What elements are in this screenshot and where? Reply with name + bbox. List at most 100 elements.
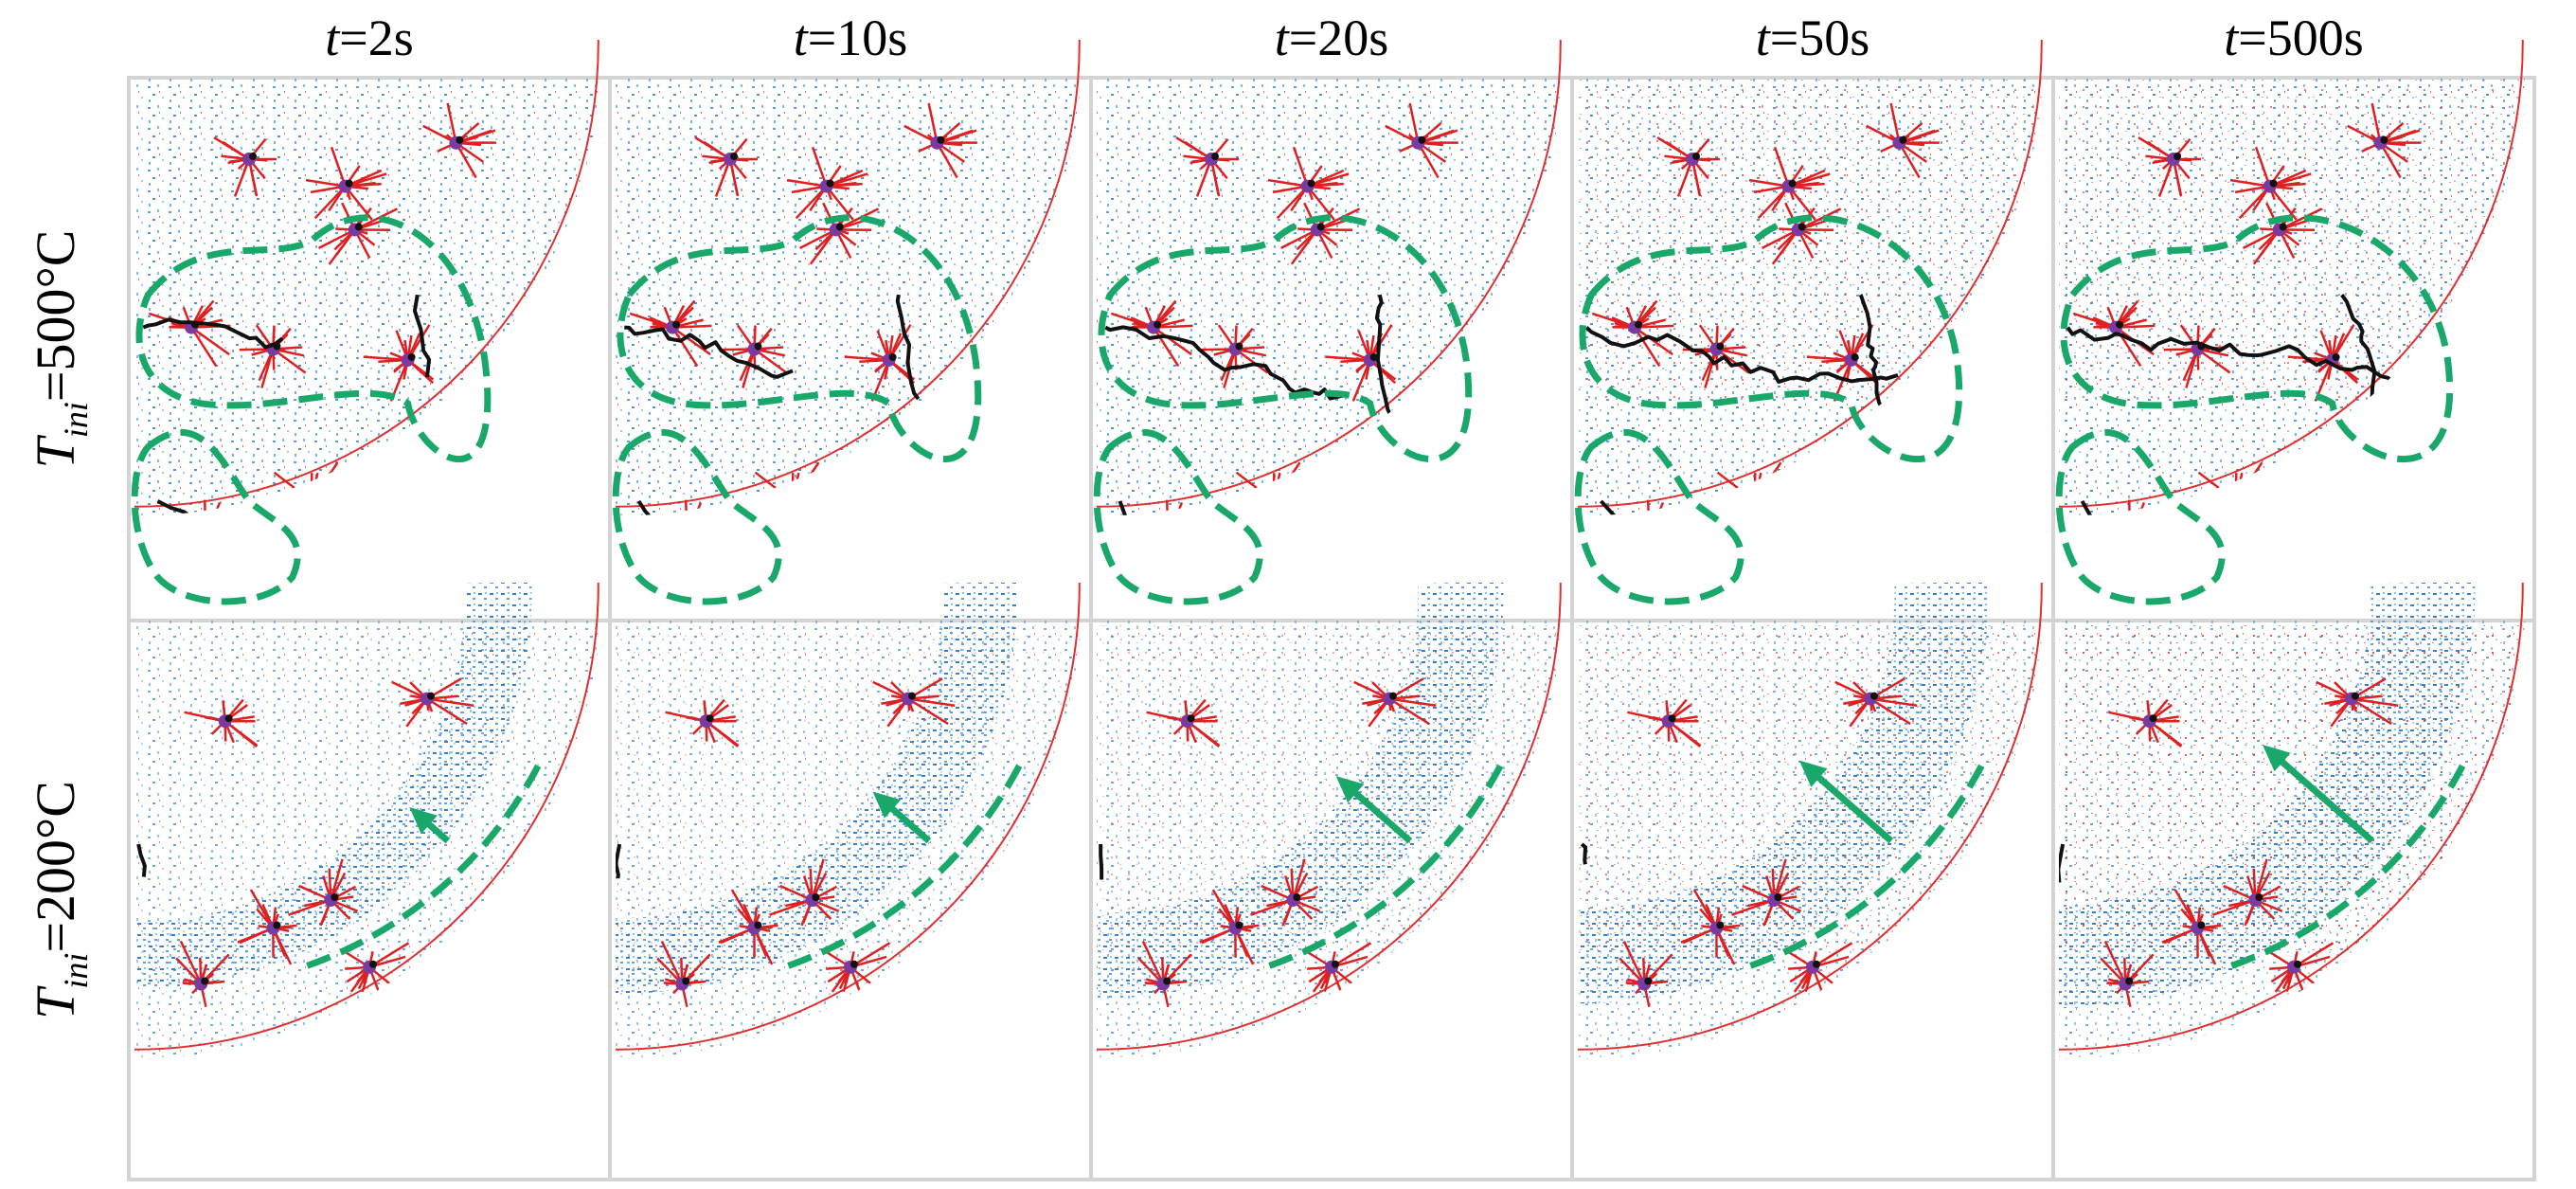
simulation-image — [134, 583, 601, 1059]
red-streak — [2238, 185, 2271, 220]
crack — [136, 843, 147, 877]
red-streak — [1408, 102, 1420, 144]
red-streak — [1898, 142, 1921, 179]
column-header: t=10s — [794, 9, 907, 66]
red-streak — [2379, 142, 2402, 179]
panel — [2051, 40, 2536, 622]
red-streak — [446, 102, 457, 144]
red-streak — [1757, 185, 1790, 220]
red-streak — [1773, 146, 1790, 188]
black-core — [2149, 714, 2157, 723]
simulation-image — [1097, 583, 1564, 1059]
red-streak — [288, 898, 331, 916]
highlight-loop — [131, 428, 301, 605]
row-value: =500°C — [25, 230, 86, 403]
black-core — [224, 714, 233, 723]
red-streak — [1250, 898, 1294, 916]
arrow-head — [2263, 745, 2291, 772]
red-streak — [1292, 858, 1306, 901]
red-streak — [1306, 185, 1335, 221]
black-core — [354, 223, 363, 231]
red-streak — [1787, 185, 1816, 221]
red-streak — [1388, 697, 1437, 708]
red-streak — [233, 158, 251, 197]
black-core — [1899, 135, 1907, 144]
crack — [2059, 843, 2066, 883]
red-streak — [671, 326, 711, 356]
black-core — [2380, 135, 2388, 144]
rim — [616, 583, 1081, 1051]
red-streak — [1211, 889, 1237, 929]
simulation-image — [1578, 583, 2045, 1059]
black-core — [754, 342, 762, 351]
highlight-loop — [1574, 428, 1744, 605]
black-core — [2197, 921, 2206, 929]
red-streak — [249, 889, 275, 929]
red-streak — [799, 228, 837, 249]
highlight-loop — [617, 214, 982, 463]
black-core — [1716, 342, 1725, 351]
red-streak — [1325, 355, 1370, 362]
red-streak — [318, 228, 356, 249]
red-streak — [1234, 348, 1269, 374]
black-core — [2269, 179, 2278, 188]
panel — [1570, 40, 2055, 622]
black-core — [1154, 320, 1162, 329]
column-header: t=500s — [2224, 9, 2363, 66]
crack — [1584, 326, 1899, 385]
red-streak — [1762, 228, 1799, 249]
red-streak — [907, 697, 956, 708]
highlight-loop — [1579, 214, 1962, 463]
black-core — [1187, 714, 1195, 723]
crack — [412, 294, 432, 378]
panel — [2051, 583, 2536, 1181]
arrow-head — [409, 807, 438, 835]
red-streak — [1186, 720, 1221, 748]
black-core — [730, 152, 738, 160]
red-streak — [330, 146, 347, 188]
highlight-loop — [612, 428, 782, 605]
red-streak — [844, 355, 889, 362]
column-headers: t=2s t=10s t=20s t=50s t=500s — [325, 9, 2363, 66]
black-core — [369, 960, 377, 968]
black-core — [835, 223, 844, 231]
red-streak — [272, 927, 293, 965]
red-streak — [179, 940, 203, 985]
black-core — [331, 893, 339, 901]
black-core — [2332, 352, 2340, 361]
red-streak — [1715, 927, 1736, 965]
red-streak — [1676, 158, 1694, 197]
black-core — [1692, 152, 1700, 160]
red-streak — [811, 858, 825, 901]
red-streak — [2196, 927, 2217, 965]
crack — [1099, 843, 1104, 880]
black-core — [201, 977, 209, 985]
red-streak — [1141, 940, 1165, 985]
black-core — [2351, 692, 2359, 700]
crack — [616, 843, 622, 879]
highlight-loop — [1093, 428, 1263, 605]
header-value: =10s — [808, 9, 907, 66]
row-subscript: ini — [57, 953, 95, 989]
red-streak — [455, 142, 477, 179]
red-streak — [1152, 326, 1180, 368]
red-streak — [1731, 898, 1775, 916]
crack — [156, 499, 225, 516]
red-streak — [1292, 146, 1309, 188]
red-streak — [753, 348, 788, 374]
black-core — [1635, 320, 1643, 329]
red-streak — [2103, 940, 2127, 985]
red-streak — [705, 720, 740, 748]
black-core — [1798, 223, 1806, 231]
highlight-loop — [2060, 214, 2453, 463]
header-value: =50s — [1770, 9, 1869, 66]
black-core — [1316, 223, 1325, 231]
column-header: t=50s — [1756, 9, 1869, 66]
highlight-loop — [135, 214, 492, 463]
highlight-loop — [1098, 214, 1473, 463]
red-streak — [2351, 697, 2399, 708]
red-streak — [1634, 326, 1673, 356]
red-streak — [1195, 158, 1213, 197]
panel — [608, 583, 1093, 1181]
header-variable: t — [325, 9, 341, 66]
